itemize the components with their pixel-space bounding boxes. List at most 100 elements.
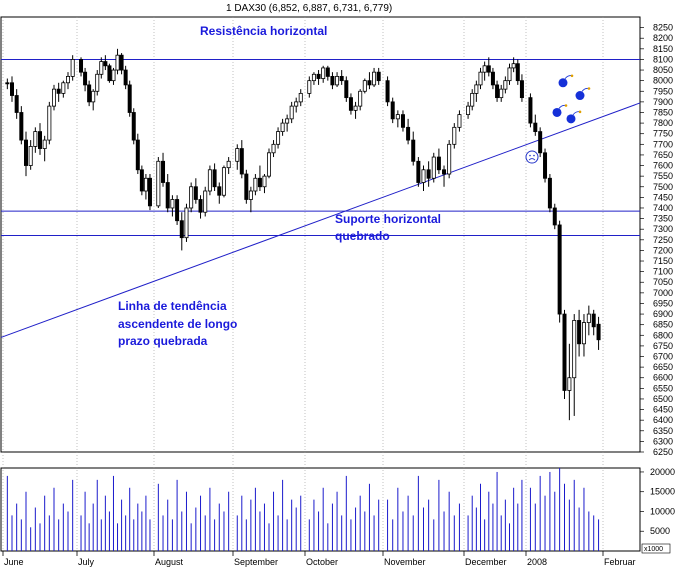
price-tick-label: 7200	[653, 245, 673, 255]
volume-multiplier-label: x1000	[644, 546, 663, 553]
candle-body	[47, 105, 52, 141]
candle-body	[528, 97, 533, 124]
sad-face-outline	[525, 150, 539, 164]
price-tick-label: 7950	[653, 86, 673, 96]
resistance-label: Resistência horizontal	[200, 24, 327, 38]
candle-body	[193, 186, 198, 200]
candle-body	[507, 67, 512, 82]
price-tick-label: 7900	[653, 97, 673, 107]
candle-body	[307, 80, 312, 94]
candle-body	[490, 71, 495, 86]
candle-body	[119, 54, 124, 71]
candle-body	[436, 156, 441, 171]
candle-body	[19, 112, 24, 141]
candle-body	[207, 169, 212, 192]
bomb-body	[558, 78, 568, 88]
chart-title: 1 DAX30 (6,852, 6,887, 6,731, 6,779)	[226, 3, 392, 14]
price-axis: 8250820081508100805080007950790078507800…	[640, 23, 673, 457]
candle-body	[591, 313, 596, 328]
candle-body	[533, 122, 538, 132]
candle-body	[175, 199, 180, 222]
candle-body	[239, 148, 244, 175]
price-tick-label: 6450	[653, 405, 673, 415]
candle-body	[586, 313, 591, 323]
price-tick-label: 7100	[653, 267, 673, 277]
price-tick-label: 6400	[653, 415, 673, 425]
price-tick-label: 7250	[653, 235, 673, 245]
candle-body	[289, 105, 294, 120]
price-tick-label: 6300	[653, 436, 673, 446]
price-tick-label: 7800	[653, 118, 673, 128]
candle-body	[203, 190, 208, 213]
month-label: June	[4, 557, 24, 567]
candle-body	[358, 90, 363, 107]
candle-body	[23, 139, 28, 166]
price-tick-label: 6350	[653, 426, 673, 436]
candle-body	[79, 59, 84, 73]
candle-body	[28, 146, 33, 166]
candle-body	[107, 65, 112, 82]
bomb-icon	[552, 104, 568, 117]
bomb-icon	[566, 110, 582, 124]
candle-body	[411, 139, 416, 162]
price-series	[5, 48, 601, 421]
candle-body	[91, 90, 96, 103]
candle-body	[135, 139, 140, 171]
candle-body	[348, 97, 353, 111]
gridlines	[0, 16, 641, 552]
candle-body	[552, 207, 557, 226]
candle-body	[344, 80, 349, 99]
candle-body	[538, 131, 543, 154]
candle-body	[276, 131, 281, 145]
price-tick-label: 8200	[653, 33, 673, 43]
candle-body	[325, 67, 330, 77]
volume-panel-frame	[0, 467, 641, 552]
candle-body	[442, 169, 447, 175]
candle-body	[189, 186, 194, 209]
candle-body	[335, 76, 340, 86]
candle-body	[562, 313, 567, 391]
price-tick-label: 6250	[653, 447, 673, 457]
candle-body	[9, 82, 14, 96]
price-panel-frame	[0, 16, 641, 453]
candle-body	[395, 114, 400, 120]
candle-body	[581, 322, 586, 345]
candle-body	[95, 73, 100, 92]
candle-body	[70, 59, 75, 77]
month-label: December	[465, 557, 507, 567]
candle-body	[139, 169, 144, 192]
price-tick-label: 7700	[653, 139, 673, 149]
price-tick-label: 6800	[653, 330, 673, 340]
price-tick-label: 7600	[653, 161, 673, 171]
candle-body	[115, 54, 120, 71]
candle-body	[52, 88, 57, 107]
price-tick-label: 6700	[653, 352, 673, 362]
bomb-spark	[587, 87, 591, 90]
candle-body	[486, 65, 491, 73]
price-tick-label: 6850	[653, 320, 673, 330]
candle-body	[353, 105, 358, 111]
candle-body	[161, 160, 166, 183]
candle-body	[83, 71, 88, 86]
candle-body	[66, 76, 71, 84]
candle-body	[470, 92, 475, 107]
candle-body	[330, 76, 335, 86]
candle-body	[285, 118, 290, 124]
candle-body	[5, 82, 10, 85]
price-tick-label: 6900	[653, 309, 673, 319]
price-tick-label: 7000	[653, 288, 673, 298]
month-label: Februar	[604, 557, 636, 567]
bomb-body	[566, 114, 576, 124]
volume-axis: 20000 15000 10000 5000	[640, 467, 675, 536]
sad-face-icon	[525, 150, 539, 164]
candle-body	[111, 69, 116, 82]
bomb-spark	[564, 104, 568, 107]
candle-body	[316, 73, 321, 79]
candle-body	[426, 169, 431, 179]
sad-face-eye	[533, 154, 535, 157]
candle-body	[511, 63, 516, 69]
price-tick-label: 7350	[653, 214, 673, 224]
price-tick-label: 7150	[653, 256, 673, 266]
candle-body	[515, 63, 520, 82]
price-tick-label: 6950	[653, 298, 673, 308]
